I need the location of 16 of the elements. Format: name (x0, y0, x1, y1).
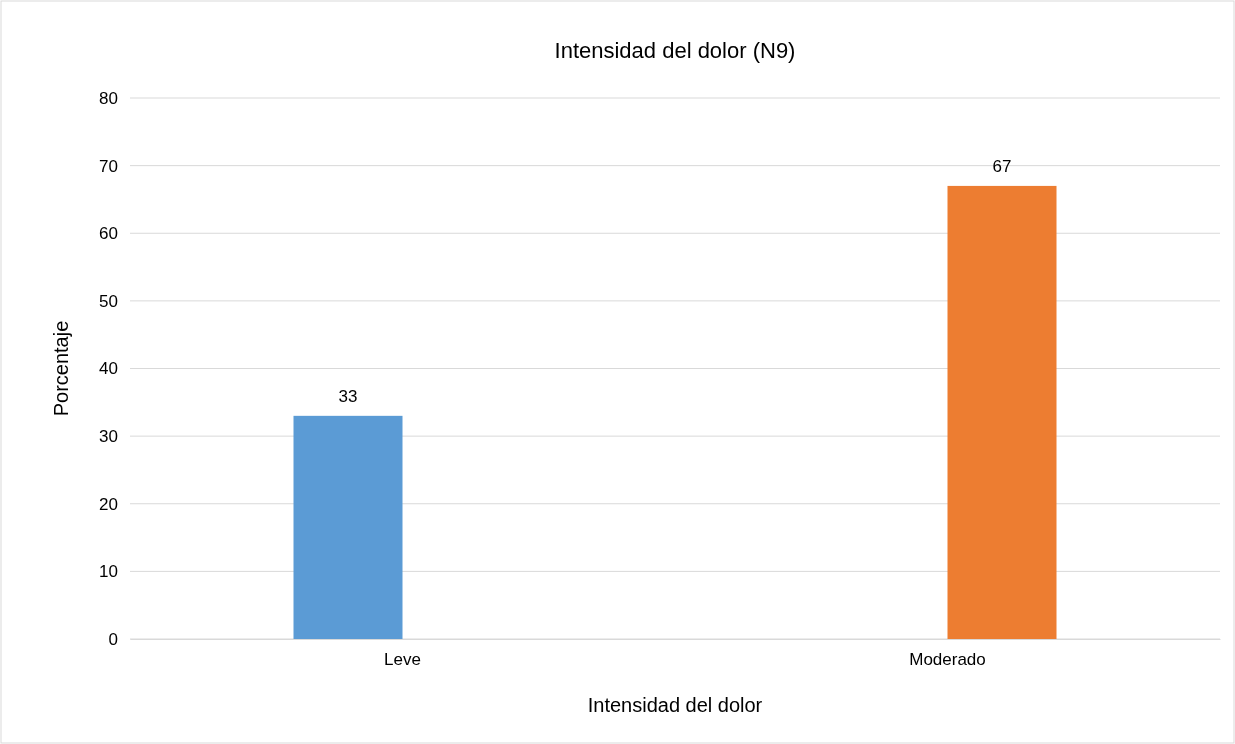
y-tick-label: 0 (108, 629, 118, 649)
data-label: 33 (338, 386, 358, 406)
y-axis-title: Porcentaje (50, 320, 72, 417)
y-tick-label: 80 (99, 88, 118, 108)
x-tick-label: Leve (384, 650, 421, 670)
y-tick-label: 30 (99, 427, 118, 447)
y-tick-label: 10 (99, 562, 118, 582)
y-tick-label: 40 (99, 359, 118, 379)
y-tick-label: 70 (99, 156, 118, 176)
x-tick-label: Moderado (909, 650, 986, 670)
y-tick-label: 20 (99, 494, 118, 514)
y-tick-label: 50 (99, 291, 118, 311)
chart-title: Intensidad del dolor (N9) (554, 38, 796, 63)
x-axis-title: Intensidad del dolor (587, 694, 763, 716)
data-label: 67 (992, 156, 1012, 176)
y-tick-label: 60 (99, 224, 118, 244)
